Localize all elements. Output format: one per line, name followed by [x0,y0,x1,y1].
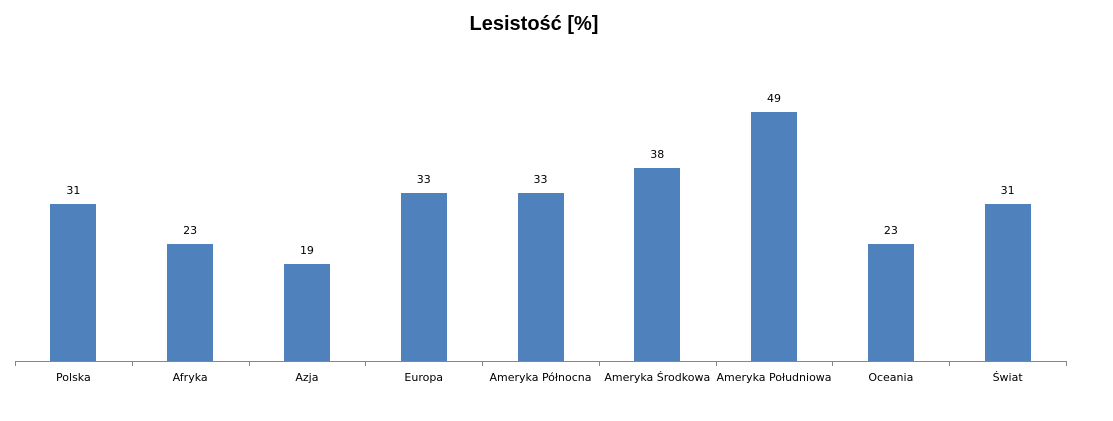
axis-tick [15,361,16,366]
data-label: 31 [1000,183,1015,197]
plot-area: 31 Polska 23 Afryka 19 Azja 33 Europa 33 Ameryka … [15,0,1067,421]
data-label: 23 [183,224,198,238]
bar [751,112,798,361]
axis-tick [132,361,133,366]
data-label: 33 [416,173,431,187]
axis-tick [482,361,483,366]
x-axis [15,361,1066,362]
axis-tick [365,361,366,366]
category-label: Oceania [868,371,914,384]
axis-tick [949,361,950,366]
category-label: Polska [56,371,91,384]
bar [50,203,97,361]
data-label: 31 [66,183,81,197]
data-label: 49 [767,92,782,106]
axis-tick [249,361,250,366]
data-label: 23 [883,224,898,238]
axis-tick [716,361,717,366]
bar [867,244,914,361]
axis-tick [599,361,600,366]
bar [400,193,447,361]
axis-tick [832,361,833,366]
bar [634,167,681,361]
category-label: Europa [404,371,444,384]
data-label: 38 [650,147,665,161]
bar [984,203,1031,361]
category-label: Ameryka Południowa [716,371,832,384]
bar [517,193,564,361]
category-label: Ameryka Środkowa [604,371,711,384]
category-label: Azja [295,371,319,384]
category-label: Ameryka Północna [489,371,592,384]
category-label: Świat [992,371,1023,384]
bar [283,264,330,361]
category-label: Afryka [172,371,208,384]
data-label: 33 [533,173,548,187]
data-label: 19 [299,244,314,258]
axis-tick [1066,361,1067,366]
chart-title: Lesistość [%] [469,13,599,35]
bar [167,244,214,361]
